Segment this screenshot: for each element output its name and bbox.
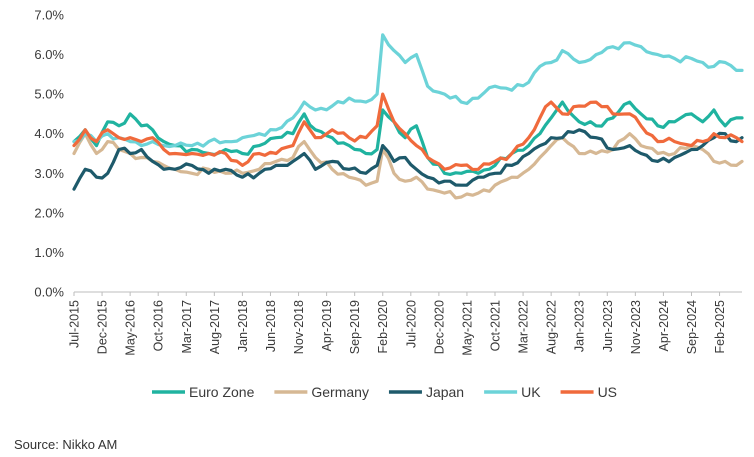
legend-item: Japan xyxy=(388,384,464,400)
x-tick-label: Nov-2023 xyxy=(629,300,643,354)
x-tick-label: Aug-2022 xyxy=(545,300,559,354)
x-tick-label: Oct-2021 xyxy=(489,300,503,351)
y-tick-label: 2.0% xyxy=(34,205,64,220)
x-tick-label: Jan-2023 xyxy=(573,300,587,352)
legend-label: US xyxy=(598,384,617,400)
series-line-uk xyxy=(72,33,744,149)
chart-axes: 0.0% 1.0% 2.0% 3.0% 4.0% 5.0% 6.0% 7.0% Jul-2015… xyxy=(34,8,742,356)
y-tick-label: 6.0% xyxy=(34,47,64,62)
legend-label: Japan xyxy=(426,384,464,400)
legend-label: Euro Zone xyxy=(189,384,255,400)
x-tick-label: Oct-2016 xyxy=(152,300,166,351)
legend-item: Euro Zone xyxy=(152,384,255,400)
x-tick-label: Sep-2024 xyxy=(685,300,699,354)
x-tick-label: Feb-2025 xyxy=(713,300,727,354)
legend-item: US xyxy=(560,384,617,400)
x-tick-label: Mar-2022 xyxy=(517,300,531,354)
series-line-germany xyxy=(72,132,744,200)
y-tick-label: 0.0% xyxy=(34,285,64,300)
source-note: Source: Nikko AM xyxy=(14,437,118,452)
y-tick-label: 7.0% xyxy=(34,8,64,23)
series-line-japan xyxy=(72,128,744,191)
x-tick-label: May-2021 xyxy=(460,300,474,356)
chart-legend: Euro Zone Germany Japan UK US xyxy=(152,384,617,400)
legend-label: Germany xyxy=(311,384,369,400)
x-tick-label: Jan-2018 xyxy=(236,300,250,352)
x-tick-label: Dec-2015 xyxy=(96,300,110,354)
x-tick-label: Sep-2019 xyxy=(348,300,362,354)
legend-item: Germany xyxy=(274,384,369,400)
y-tick-label: 1.0% xyxy=(34,245,64,260)
chart-series xyxy=(72,33,744,200)
y-tick-label: 3.0% xyxy=(34,166,64,181)
x-tick-label: Dec-2020 xyxy=(432,300,446,354)
x-tick-label: Nov-2018 xyxy=(292,300,306,354)
x-tick-label: Jul-2015 xyxy=(68,300,82,348)
x-tick-label: Aug-2017 xyxy=(208,300,222,354)
x-tick-label: Jul-2020 xyxy=(404,300,418,348)
x-tick-label: Apr-2019 xyxy=(320,300,334,351)
legend-item: UK xyxy=(484,384,541,400)
y-tick-label: 5.0% xyxy=(34,87,64,102)
line-chart: 0.0% 1.0% 2.0% 3.0% 4.0% 5.0% 6.0% 7.0% Jul-2015… xyxy=(34,8,744,400)
x-tick-label: May-2016 xyxy=(124,300,138,356)
y-tick-label: 4.0% xyxy=(34,126,64,141)
legend-label: UK xyxy=(521,384,541,400)
x-tick-label: Jun-2023 xyxy=(601,300,615,352)
series-line-euro-zone xyxy=(72,100,744,176)
x-tick-label: Jun-2018 xyxy=(264,300,278,352)
series-line-us xyxy=(72,92,744,172)
x-tick-label: Feb-2020 xyxy=(376,300,390,354)
x-tick-label: Mar-2017 xyxy=(180,300,194,354)
x-tick-label: Apr-2024 xyxy=(657,300,671,351)
